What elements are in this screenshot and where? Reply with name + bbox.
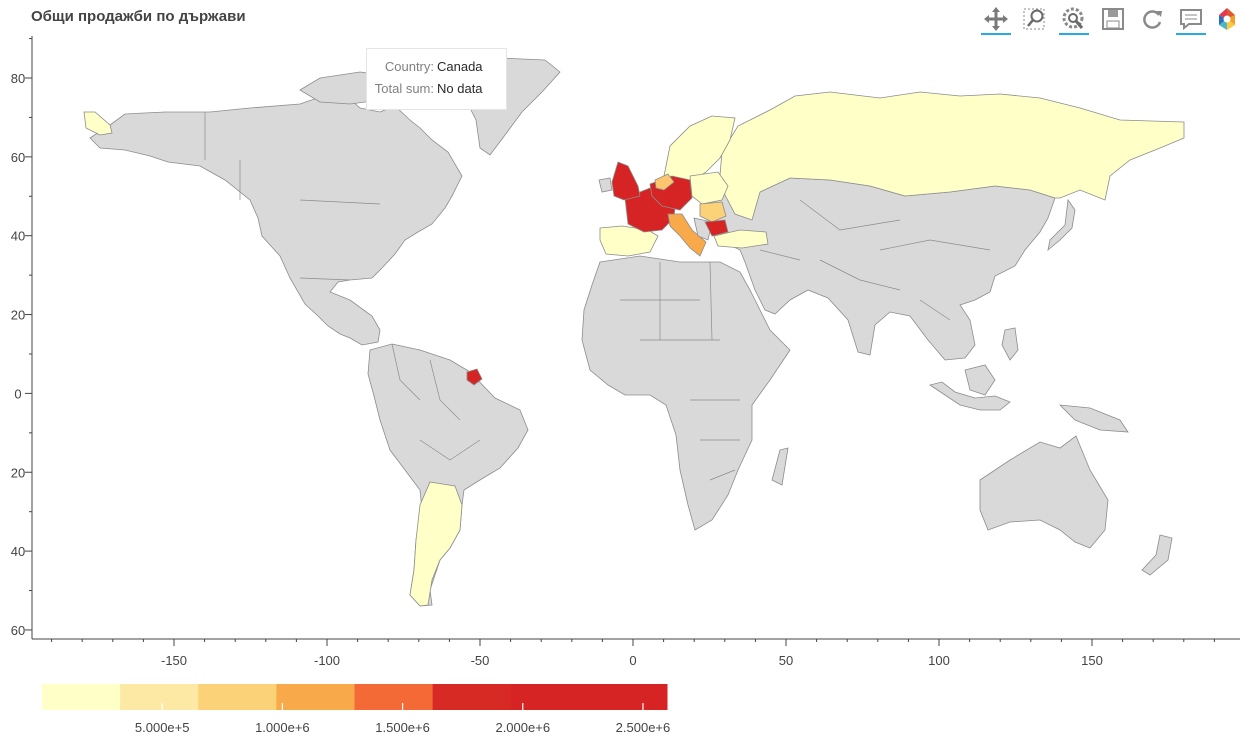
- land-hungary: [699, 201, 727, 223]
- land-new-guinea: [1058, 404, 1129, 433]
- y-axis: 80 60 40 20 0 20 40 60: [11, 38, 32, 638]
- land-australia: [979, 435, 1109, 549]
- land-ireland: [598, 177, 613, 193]
- y-tick-label: 60: [11, 623, 25, 638]
- x-tick-label: 50: [779, 653, 793, 668]
- land-africa: [581, 255, 791, 531]
- tooltip-total-label: Total sum:: [374, 81, 434, 96]
- colorbar-segment: [588, 684, 668, 710]
- colorbar-segment: [120, 684, 199, 710]
- colorbar-segment: [276, 684, 355, 710]
- tooltip-country-value: Canada: [437, 59, 483, 74]
- box-zoom-tool-icon[interactable]: [1020, 5, 1050, 35]
- land-indonesia: [929, 381, 1011, 411]
- colorbar: 5.000e+5 1.000e+6 1.500e+6 2.000e+6 2.500e+6: [42, 684, 670, 735]
- land-central-europe: [689, 171, 729, 205]
- land-bulgaria: [704, 219, 729, 237]
- y-tick-label: 40: [11, 229, 25, 244]
- colorbar-tick-label: 1.000e+6: [255, 720, 310, 735]
- land-iberia: [599, 225, 659, 257]
- border-lines-africa: [620, 261, 740, 481]
- pan-tool-icon[interactable]: [981, 5, 1011, 35]
- colorbar-segment: [510, 684, 590, 710]
- x-tick-label: 0: [629, 653, 636, 668]
- toolbar: [978, 2, 1240, 36]
- chart-title: Общи продажби по държави: [31, 8, 246, 25]
- colorbar-segment: [198, 684, 277, 710]
- tooltip-country-label: Country:: [384, 59, 434, 74]
- wheel-zoom-tool-icon[interactable]: [1059, 5, 1089, 35]
- hover-tool-icon[interactable]: [1176, 5, 1206, 35]
- y-tick-label: 60: [11, 150, 25, 165]
- colorbar-segment: [432, 684, 512, 710]
- x-tick-label: 150: [1081, 653, 1103, 668]
- hover-tooltip: Country: Canada Total sum: No data: [366, 48, 507, 110]
- land-italy: [667, 213, 707, 257]
- x-axis: -150 -100 -50 0 50 100 150: [51, 639, 1215, 668]
- land-uk: [611, 161, 641, 201]
- y-tick-label: 0: [14, 386, 21, 401]
- land-japan: [1047, 198, 1076, 252]
- y-tick-label: 20: [11, 465, 25, 480]
- x-tick-label: -50: [471, 653, 490, 668]
- land-borneo: [964, 364, 996, 396]
- x-tick-label: 100: [928, 653, 950, 668]
- y-tick-label: 20: [11, 308, 25, 323]
- colorbar-segment: [42, 684, 121, 710]
- land-new-zealand: [1141, 534, 1173, 576]
- border-lines-americas: [204, 112, 481, 461]
- land-netherlands: [654, 173, 675, 191]
- land-north-america: [89, 89, 463, 346]
- border-lines-asia: [759, 199, 991, 321]
- save-tool-icon[interactable]: [1098, 5, 1128, 35]
- colorbar-tick-label: 2.500e+6: [616, 720, 671, 735]
- y-tick-label: 80: [11, 71, 25, 86]
- colorbar-tick-label: 2.000e+6: [495, 720, 550, 735]
- tooltip-total-value: No data: [437, 81, 483, 96]
- land-alaska: [83, 111, 113, 136]
- land-french-guiana: [466, 368, 483, 386]
- y-tick-label: 40: [11, 544, 25, 559]
- x-tick-label: -150: [161, 653, 187, 668]
- colorbar-segment: [354, 684, 434, 710]
- x-tick-label: -100: [314, 653, 340, 668]
- land-turkey: [713, 229, 769, 249]
- colorbar-tick-label: 1.500e+6: [375, 720, 430, 735]
- land-madagascar: [771, 447, 789, 486]
- colorbar-tick-label: 5.000e+5: [135, 720, 190, 735]
- reset-tool-icon[interactable]: [1137, 5, 1167, 35]
- land-philippines: [1001, 327, 1019, 361]
- bokeh-logo-icon[interactable]: [1212, 5, 1242, 35]
- land-argentina: [409, 481, 463, 607]
- land-russia: [719, 91, 1185, 221]
